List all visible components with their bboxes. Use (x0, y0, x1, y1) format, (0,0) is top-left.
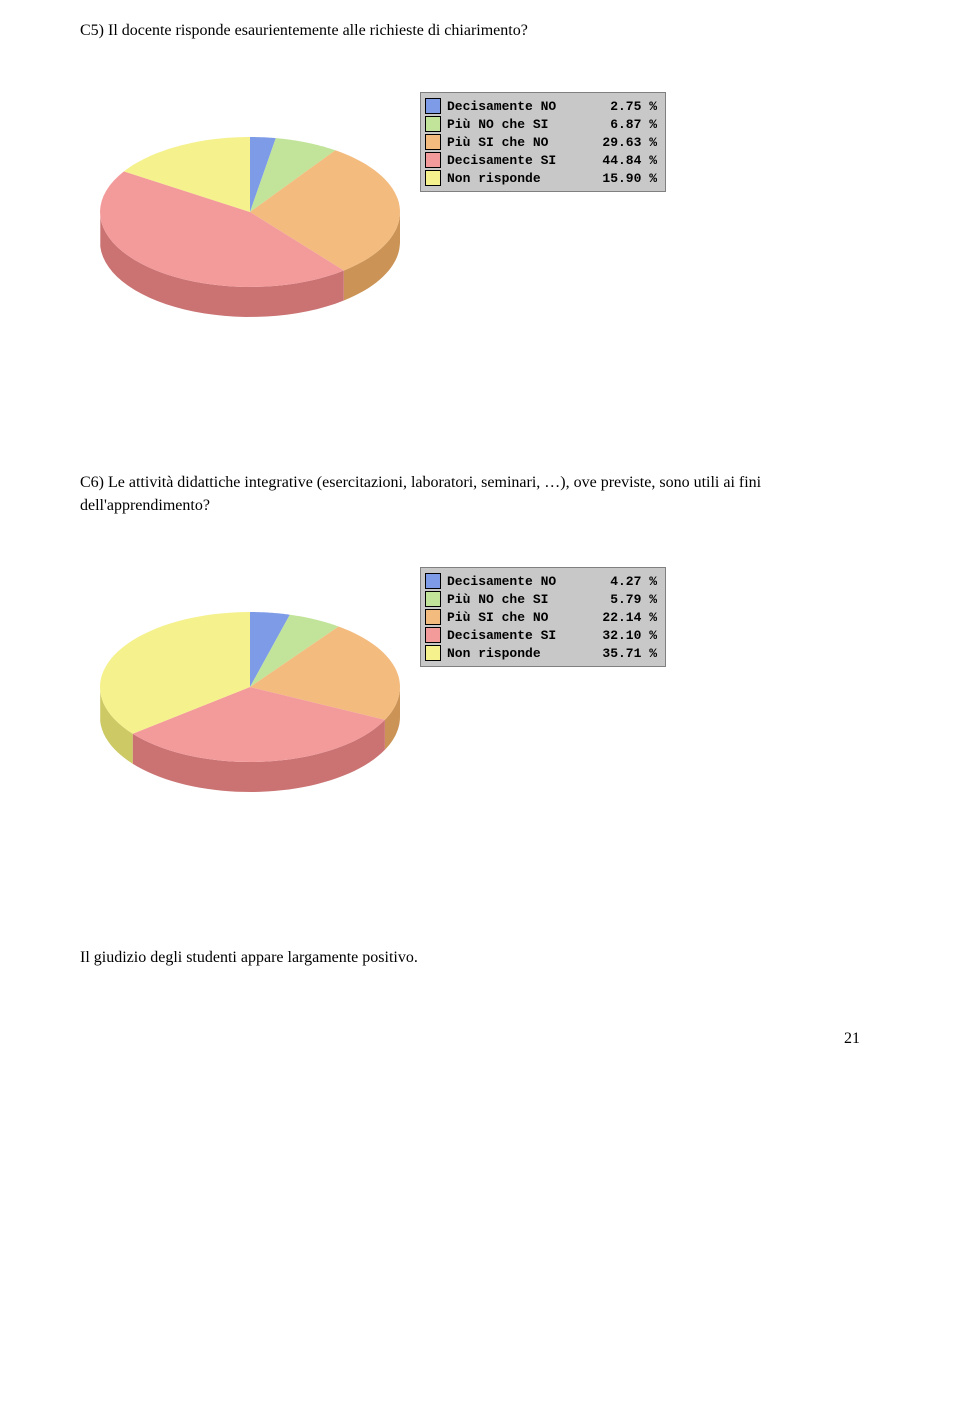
legend-label: Decisamente NO (447, 99, 587, 114)
legend-row: Decisamente NO2.75 % (425, 97, 657, 115)
legend-row: Più NO che SI5.79 % (425, 590, 657, 608)
legend-label: Non risponde (447, 171, 587, 186)
legend-label: Non risponde (447, 646, 587, 661)
legend-swatch (425, 116, 441, 132)
legend-swatch (425, 170, 441, 186)
legend-swatch (425, 152, 441, 168)
question-c5: C5) Il docente risponde esaurientemente … (80, 20, 880, 42)
chart-c5: Decisamente NO2.75 %Più NO che SI6.87 %P… (80, 72, 720, 432)
chart-c6: Decisamente NO4.27 %Più NO che SI5.79 %P… (80, 547, 720, 907)
legend-row: Decisamente SI44.84 % (425, 151, 657, 169)
legend-value: 15.90 % (587, 171, 657, 186)
legend-value: 5.79 % (587, 592, 657, 607)
legend-c6: Decisamente NO4.27 %Più NO che SI5.79 %P… (420, 567, 666, 667)
conclusion-text: Il giudizio degli studenti appare largam… (80, 947, 880, 969)
legend-row: Più NO che SI6.87 % (425, 115, 657, 133)
legend-value: 6.87 % (587, 117, 657, 132)
pie-c6 (90, 557, 410, 862)
legend-row: Non risponde35.71 % (425, 644, 657, 662)
legend-row: Non risponde15.90 % (425, 169, 657, 187)
legend-label: Decisamente NO (447, 574, 587, 589)
page-number: 21 (80, 1030, 880, 1048)
legend-row: Più SI che NO29.63 % (425, 133, 657, 151)
legend-label: Più SI che NO (447, 610, 587, 625)
pie-c5 (90, 82, 410, 387)
legend-row: Più SI che NO22.14 % (425, 608, 657, 626)
legend-c5: Decisamente NO2.75 %Più NO che SI6.87 %P… (420, 92, 666, 192)
question-c6: C6) Le attività didattiche integrative (… (80, 472, 880, 517)
legend-swatch (425, 627, 441, 643)
legend-swatch (425, 98, 441, 114)
legend-label: Più NO che SI (447, 117, 587, 132)
legend-value: 4.27 % (587, 574, 657, 589)
legend-value: 2.75 % (587, 99, 657, 114)
legend-label: Decisamente SI (447, 628, 587, 643)
legend-label: Decisamente SI (447, 153, 587, 168)
legend-row: Decisamente NO4.27 % (425, 572, 657, 590)
legend-swatch (425, 573, 441, 589)
legend-swatch (425, 134, 441, 150)
legend-value: 32.10 % (587, 628, 657, 643)
legend-swatch (425, 609, 441, 625)
legend-value: 29.63 % (587, 135, 657, 150)
legend-label: Più NO che SI (447, 592, 587, 607)
legend-swatch (425, 645, 441, 661)
legend-label: Più SI che NO (447, 135, 587, 150)
legend-swatch (425, 591, 441, 607)
legend-value: 22.14 % (587, 610, 657, 625)
legend-value: 44.84 % (587, 153, 657, 168)
legend-value: 35.71 % (587, 646, 657, 661)
legend-row: Decisamente SI32.10 % (425, 626, 657, 644)
